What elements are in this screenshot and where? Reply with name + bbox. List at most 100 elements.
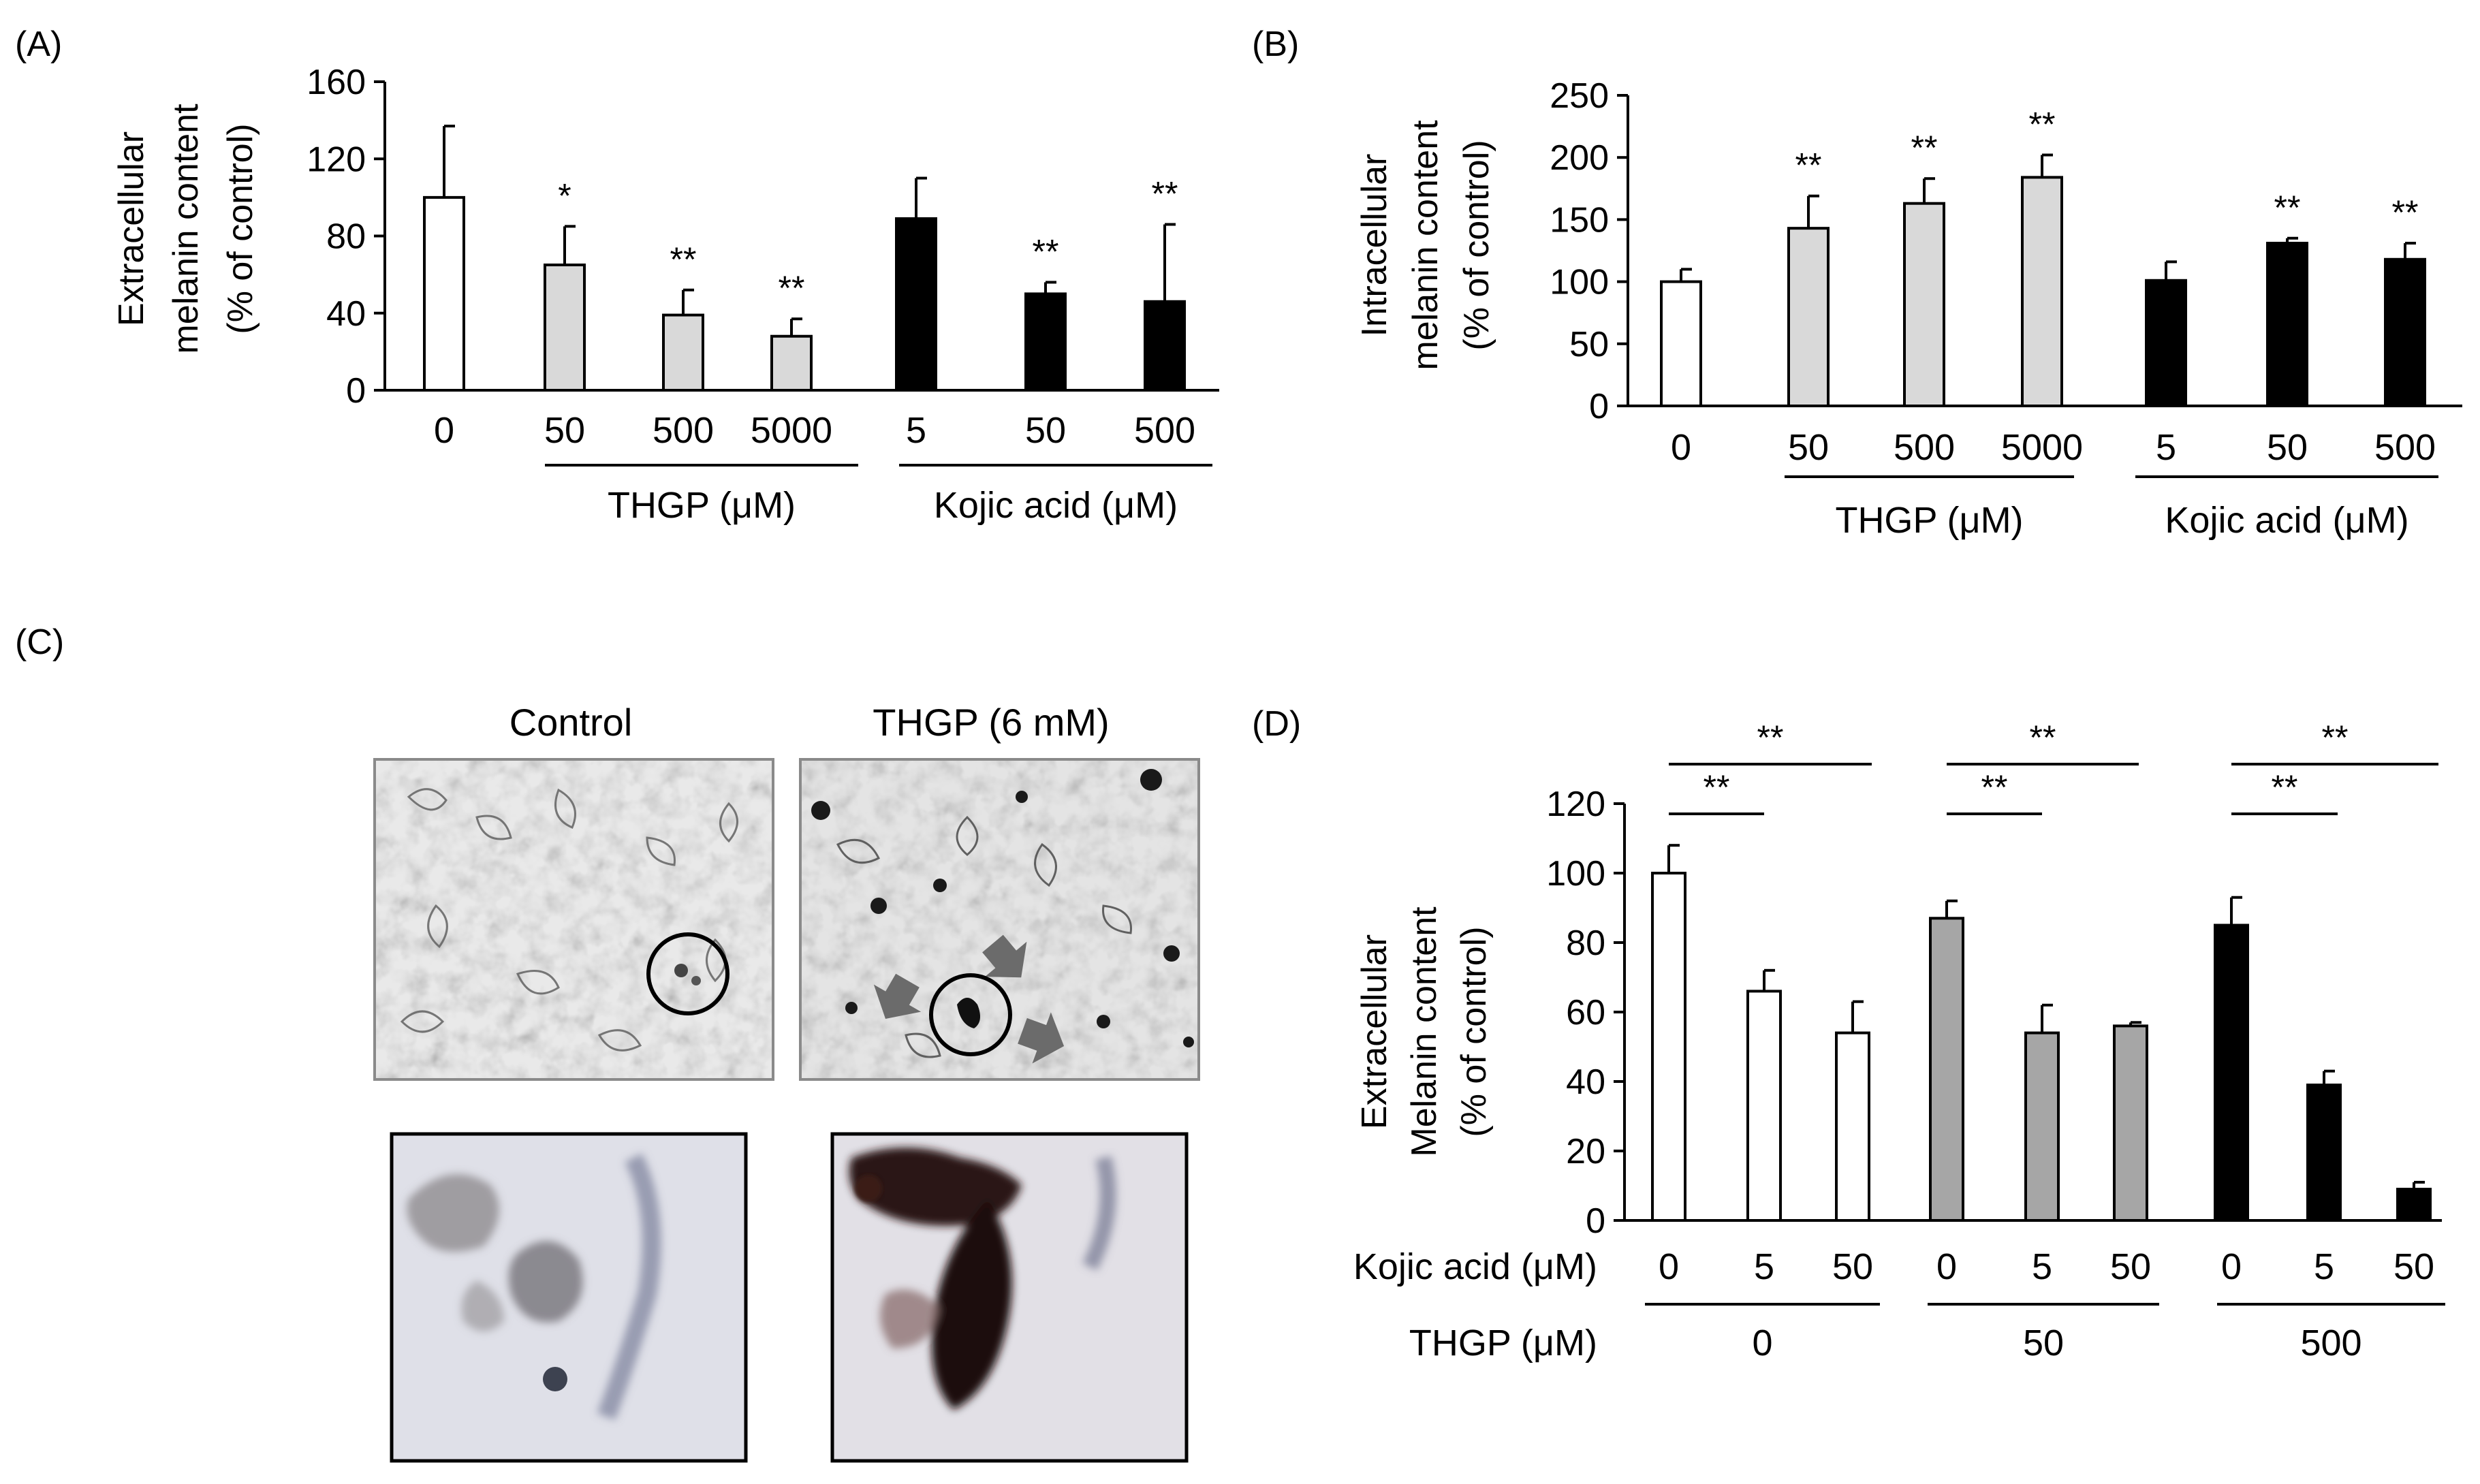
y-axis-title: Extracellular [1355, 934, 1394, 1129]
category-label: 5000 [751, 410, 832, 451]
significance-label: ** [1033, 232, 1059, 270]
bar [2214, 923, 2249, 1222]
category-label: 0 [1671, 427, 1691, 468]
bar [1929, 917, 1964, 1222]
y-axis-title: melanin content [166, 104, 206, 354]
panel-label-c: (C) [15, 622, 64, 662]
y-tick-label: 40 [1566, 1062, 1605, 1102]
bar [423, 195, 465, 392]
row-label-thgp: THGP (μM) [1409, 1323, 1597, 1363]
panel-label-b: (B) [1252, 25, 1299, 64]
bar [1660, 280, 1702, 407]
bar [770, 334, 813, 392]
category-label: 5 [2032, 1246, 2052, 1287]
category-label: 50 [1025, 410, 1066, 451]
category-label: 500 [1134, 410, 1195, 451]
category-label: 50 [2393, 1246, 2434, 1287]
group-label: THGP (μM) [1835, 500, 2023, 541]
category-label: 50 [1788, 427, 1829, 468]
treated-zoom-image [830, 1132, 1189, 1463]
significance-label: ** [2274, 189, 2301, 227]
significance-label: ** [2322, 719, 2349, 757]
control-title: Control [509, 701, 633, 744]
bar [2024, 1031, 2060, 1222]
group-label: 0 [1752, 1323, 1772, 1363]
y-tick-label: 150 [1550, 200, 1609, 240]
group-label: THGP (μM) [608, 485, 796, 526]
y-tick-label: 100 [1546, 854, 1605, 894]
bar [2384, 257, 2426, 407]
significance-label: ** [2272, 768, 2298, 806]
bar [2113, 1024, 2148, 1222]
bar [1903, 202, 1945, 407]
bar [1787, 227, 1830, 407]
y-axis-title: melanin content [1406, 120, 1445, 370]
y-tick-label: 50 [1569, 325, 1609, 364]
treated-title: THGP (6 mM) [873, 701, 1109, 744]
category-label: 0 [1659, 1246, 1679, 1287]
category-label: 0 [2221, 1246, 2242, 1287]
y-tick-label: 80 [326, 217, 366, 257]
bar [662, 313, 704, 392]
significance-label: ** [779, 269, 805, 307]
y-axis-title: Melanin content [1404, 906, 1444, 1157]
y-tick-label: 200 [1550, 138, 1609, 178]
bar [1024, 292, 1067, 392]
significance-label: ** [1704, 768, 1730, 806]
group-label: 50 [2023, 1323, 2064, 1363]
significance-label: ** [670, 240, 697, 279]
y-tick-label: 0 [1586, 1201, 1605, 1241]
bar [2266, 242, 2308, 407]
y-axis-title: Extracellular [112, 131, 151, 326]
bar [895, 217, 937, 392]
group-label: Kojic acid (μM) [2165, 500, 2408, 541]
category-label: 50 [544, 410, 585, 451]
category-label: 0 [1936, 1246, 1957, 1287]
panel-c-micrographs: (C) Control THGP (6 mM) [15, 622, 1200, 1463]
bar [2021, 176, 2063, 407]
bar [2145, 279, 2187, 407]
y-tick-label: 80 [1566, 923, 1605, 963]
significance-label: ** [1152, 175, 1178, 213]
bar [2306, 1084, 2342, 1222]
y-axis-title: Intracellular [1355, 154, 1394, 337]
bar [1746, 990, 1782, 1222]
category-label: 5 [2156, 427, 2176, 468]
group-label: 500 [2300, 1323, 2361, 1363]
significance-label: ** [2392, 193, 2419, 232]
category-label: 5000 [2001, 427, 2083, 468]
arrow-icon [873, 934, 1065, 1064]
bar [2396, 1188, 2432, 1222]
bar [1835, 1031, 1870, 1222]
y-tick-label: 20 [1566, 1132, 1605, 1171]
y-tick-label: 100 [1550, 263, 1609, 302]
y-tick-label: 40 [326, 294, 366, 334]
category-label: 500 [2374, 427, 2436, 468]
significance-label: ** [1911, 129, 1938, 167]
y-tick-label: 60 [1566, 993, 1605, 1032]
significance-label: ** [2029, 106, 2056, 144]
control-zoom-image [390, 1132, 748, 1463]
y-tick-label: 120 [307, 140, 366, 179]
y-tick-label: 0 [1589, 387, 1609, 426]
significance-label: ** [1981, 768, 2008, 806]
panel-label-d: (D) [1252, 704, 1301, 744]
y-tick-label: 0 [346, 371, 366, 411]
category-label: 500 [1894, 427, 1955, 468]
y-axis-title: (% of control) [1454, 926, 1494, 1137]
y-tick-label: 120 [1546, 785, 1605, 824]
category-label: 5 [906, 410, 926, 451]
category-label: 5 [1754, 1246, 1774, 1287]
treated-overview-image [799, 758, 1200, 1081]
y-tick-label: 160 [307, 63, 366, 102]
bar [1651, 872, 1686, 1222]
panel-d-chart: (D) 0 20 40 60 80 100 120 Extracellular Melanin … [1252, 704, 2445, 1363]
y-axis-title: (% of control) [1457, 140, 1496, 350]
significance-label: * [558, 176, 571, 215]
category-label: 50 [1832, 1246, 1873, 1287]
y-tick-label: 250 [1550, 76, 1609, 116]
treated-highlight-circle [929, 973, 1012, 1056]
panel-a-chart: (A) 0 40 80 120 160 Extracellular melanin cont… [15, 25, 1219, 526]
